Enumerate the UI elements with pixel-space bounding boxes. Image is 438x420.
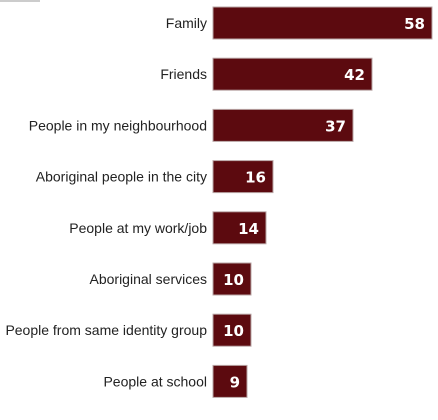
bar-row: People at school 9 bbox=[103, 364, 248, 398]
value-label: 42 bbox=[344, 66, 365, 84]
category-label: People at my work/job bbox=[69, 220, 207, 236]
value-label: 14 bbox=[238, 220, 259, 238]
bar-row: People in my neighbourhood 37 bbox=[29, 108, 354, 142]
category-label: People in my neighbourhood bbox=[29, 117, 207, 133]
value-label: 58 bbox=[404, 15, 425, 33]
bars-group: Family 58 Friends 42 People in my neighbourh… bbox=[5, 6, 433, 398]
bar bbox=[212, 262, 252, 296]
value-label: 16 bbox=[245, 169, 266, 187]
bar bbox=[212, 364, 248, 398]
bar bbox=[212, 108, 354, 142]
category-label: Aboriginal services bbox=[90, 271, 208, 287]
category-label: Friends bbox=[160, 66, 207, 82]
category-label: Family bbox=[166, 15, 207, 31]
value-label: 37 bbox=[325, 117, 346, 135]
bar-row: Aboriginal people in the city 16 bbox=[36, 160, 274, 194]
bar-row: Aboriginal services 10 bbox=[90, 262, 252, 296]
value-label: 10 bbox=[223, 271, 244, 289]
bar-row: Friends 42 bbox=[160, 57, 373, 91]
bar bbox=[212, 313, 252, 347]
bar-row: Family 58 bbox=[166, 6, 433, 40]
bar-row: People at my work/job 14 bbox=[69, 211, 267, 245]
bar bbox=[212, 57, 373, 91]
value-label: 9 bbox=[230, 373, 240, 391]
bar bbox=[212, 211, 267, 245]
category-label: Aboriginal people in the city bbox=[36, 169, 207, 185]
value-label: 10 bbox=[223, 322, 244, 340]
bar bbox=[212, 160, 274, 194]
category-label: People from same identity group bbox=[5, 322, 207, 338]
bar-row: People from same identity group 10 bbox=[5, 313, 252, 347]
category-label: People at school bbox=[103, 373, 207, 389]
bar bbox=[212, 6, 433, 40]
